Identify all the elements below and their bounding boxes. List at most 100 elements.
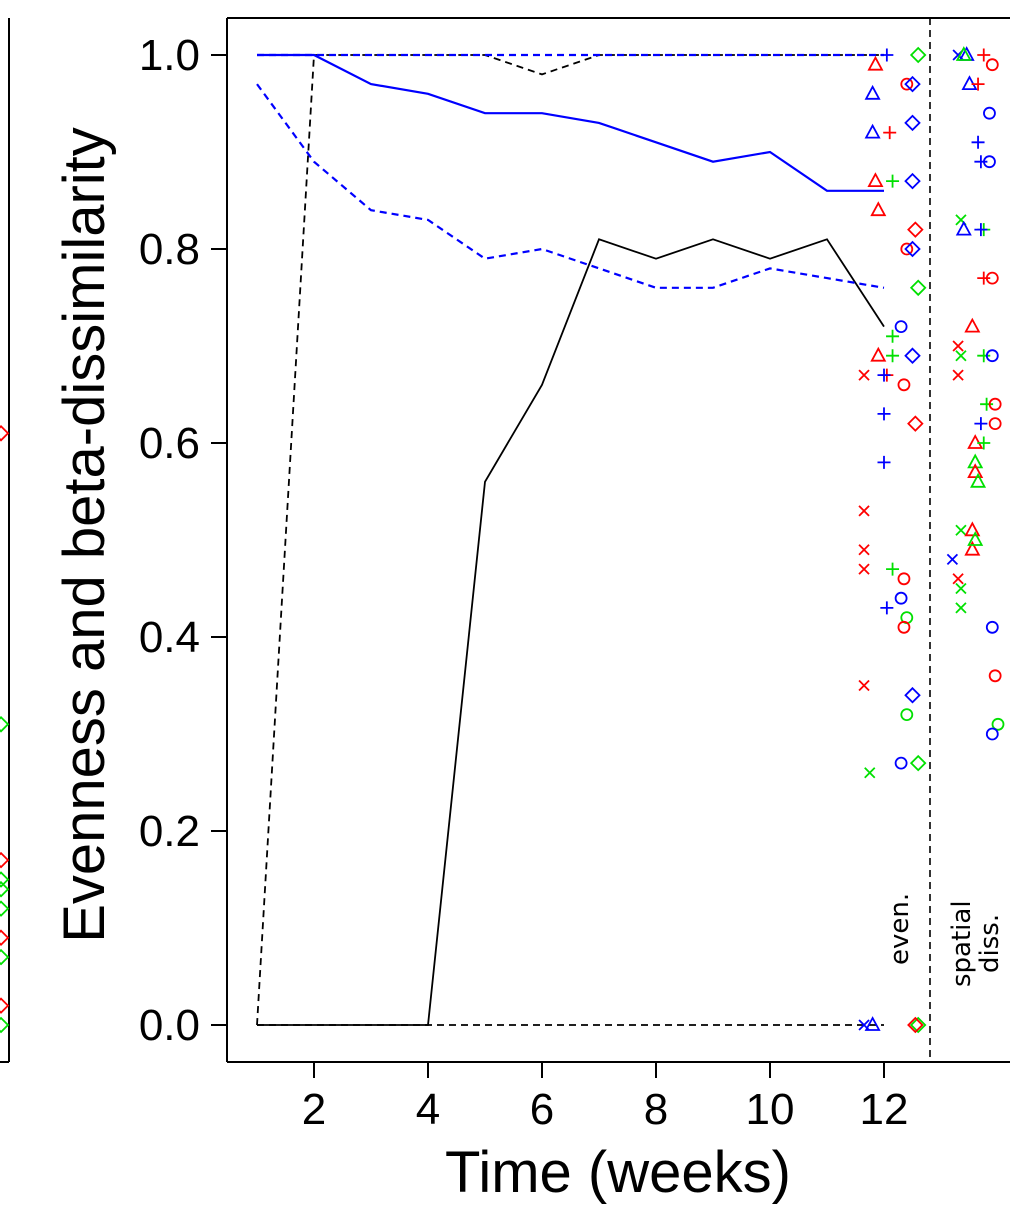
point-triangle: [870, 346, 887, 362]
point-plus: [974, 155, 988, 169]
point-triangle: [970, 472, 987, 488]
point-circle: [900, 708, 914, 721]
point-plus: [971, 77, 985, 91]
y-tick-label: 0.0: [139, 1001, 200, 1050]
point-x: [955, 350, 967, 362]
point-x: [952, 573, 964, 585]
x-tick-label: 10: [746, 1085, 795, 1134]
point-triangle: [864, 123, 881, 139]
point-circle: [900, 242, 914, 256]
panel-label-spatial-line2: diss.: [975, 914, 1005, 973]
point-circle: [894, 591, 908, 605]
point-diamond: [907, 221, 924, 238]
point-diamond: [904, 114, 921, 132]
point-plus: [880, 48, 894, 62]
point-circle: [985, 349, 999, 363]
point-diamond: [0, 851, 10, 869]
panel-label-even: even.: [885, 893, 915, 965]
y-tick-label: 0.6: [139, 419, 200, 468]
point-x: [858, 544, 870, 556]
point-plus: [883, 126, 897, 140]
scatter-points: [858, 46, 1005, 1034]
panel-label-spatial-line1: spatial: [947, 900, 977, 987]
point-diamond: [0, 948, 10, 966]
point-diamond: [0, 425, 10, 442]
y-tick-label: 0.4: [139, 613, 200, 662]
point-triangle: [955, 46, 972, 61]
point-plus: [880, 601, 894, 615]
point-x: [858, 369, 870, 381]
y-tick-label: 0.8: [139, 225, 200, 274]
point-diamond: [909, 1016, 927, 1034]
point-circle: [985, 620, 999, 634]
point-x: [955, 602, 967, 614]
x-tick-label: 4: [416, 1085, 440, 1134]
point-plus: [974, 223, 988, 237]
point-x: [864, 767, 876, 779]
point-triangle: [864, 84, 881, 100]
point-diamond: [0, 900, 10, 917]
x-tick-label: 2: [302, 1085, 326, 1134]
point-x: [858, 505, 870, 517]
point-x: [858, 563, 870, 575]
point-plus: [977, 48, 991, 62]
point-x: [946, 553, 959, 566]
point-plus: [977, 436, 991, 450]
x-axis-title: Time (weeks): [445, 1140, 791, 1205]
point-circle: [894, 320, 908, 334]
point-plus: [886, 329, 900, 343]
point-triangle: [967, 531, 984, 546]
point-plus: [974, 417, 988, 431]
point-diamond: [909, 46, 927, 64]
point-diamond: [0, 929, 10, 946]
y-tick-label: 0.2: [139, 807, 200, 856]
point-triangle: [867, 55, 884, 71]
left-panel-fragment: [0, 18, 10, 1063]
point-circle: [983, 106, 996, 120]
point-circle: [897, 620, 911, 634]
plot-frame: [226, 17, 1010, 1063]
point-triangle: [967, 434, 984, 449]
y-tick-label: 1.0: [139, 31, 200, 80]
point-diamond: [0, 716, 10, 733]
point-plus: [971, 135, 985, 149]
point-circle: [983, 155, 996, 169]
point-x: [858, 679, 870, 692]
point-triangle: [967, 453, 984, 469]
point-plus: [977, 271, 991, 285]
point-plus: [886, 562, 900, 576]
point-diamond: [904, 75, 921, 93]
point-x: [952, 369, 964, 381]
point-triangle: [961, 75, 978, 90]
series-line-2: [256, 54, 884, 1026]
point-plus: [886, 349, 900, 363]
point-diamond: [0, 1016, 10, 1034]
point-triangle: [964, 317, 981, 333]
point-diamond: [904, 172, 921, 190]
point-circle: [897, 378, 911, 392]
point-diamond: [904, 347, 921, 364]
series-line-1: [257, 238, 885, 1026]
point-plus: [886, 174, 900, 188]
point-x: [952, 340, 964, 352]
point-circle: [894, 756, 908, 770]
point-plus: [877, 407, 891, 421]
axes: 0.0 0.2 0.4 0.6 0.8 1.0 2 4 6 8 10 12: [139, 31, 909, 1134]
point-diamond: [0, 880, 10, 898]
point-diamond: [904, 240, 921, 258]
point-circle: [985, 727, 999, 741]
point-circle: [988, 669, 1002, 683]
point-diamond: [907, 1016, 924, 1034]
point-plus: [977, 349, 991, 363]
point-triangle: [955, 220, 972, 236]
x-tick-label: 12: [860, 1085, 909, 1134]
point-triangle: [964, 521, 981, 537]
point-x: [955, 582, 967, 595]
point-circle: [897, 572, 911, 586]
point-triangle: [864, 1016, 881, 1031]
x-tick-label: 8: [644, 1085, 668, 1134]
point-diamond: [907, 415, 924, 432]
point-triangle: [870, 201, 887, 217]
point-x: [955, 524, 967, 536]
point-triangle: [967, 463, 984, 479]
